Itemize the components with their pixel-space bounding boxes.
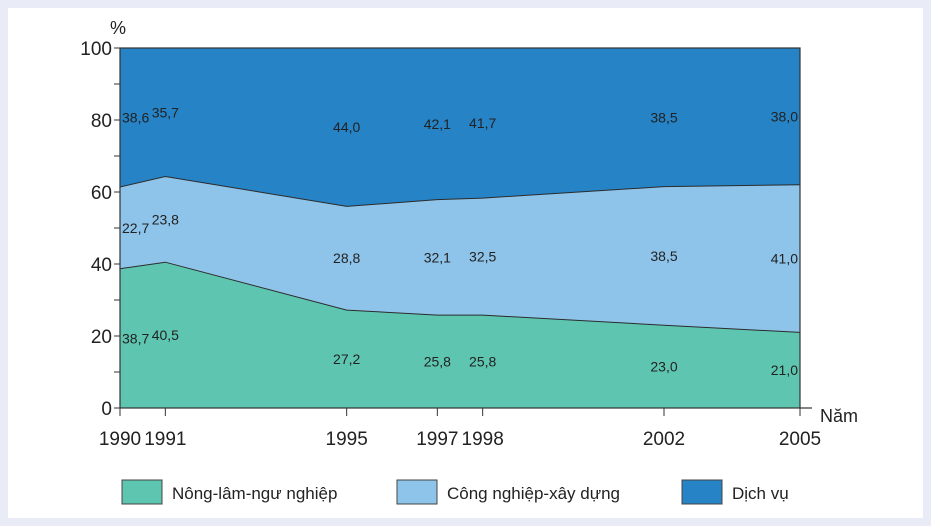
axes-layer: 0 20 40 60 80 100 1990 1991 1995 1997 1998 2002 2005… xyxy=(80,18,858,450)
y-tick-label: 40 xyxy=(91,255,112,276)
data-label: 27,2 xyxy=(333,351,360,367)
data-label: 42,1 xyxy=(424,116,451,132)
x-tick-label: 2005 xyxy=(779,429,821,450)
data-label: 32,1 xyxy=(424,249,451,265)
data-label: 44,0 xyxy=(333,119,360,135)
y-axis-label: % xyxy=(110,18,126,38)
x-tick-label: 1997 xyxy=(416,429,458,450)
area-1 xyxy=(120,262,800,408)
data-label: 38,7 xyxy=(122,330,149,346)
x-tick-label: 1998 xyxy=(462,429,504,450)
data-label: 21,0 xyxy=(771,362,798,378)
legend-label: Nông-lâm-ngư nghiệp xyxy=(172,484,337,503)
data-label: 22,7 xyxy=(122,220,149,236)
y-tick-label: 60 xyxy=(91,183,112,204)
data-label: 38,6 xyxy=(122,109,149,125)
boundary-line-2 xyxy=(119,175,801,207)
data-label: 41,0 xyxy=(771,251,798,267)
data-label: 38,5 xyxy=(650,109,677,125)
data-label: 23,0 xyxy=(650,359,677,375)
x-tick-label: 1991 xyxy=(144,429,186,450)
data-label: 35,7 xyxy=(152,104,179,120)
data-label: 32,5 xyxy=(469,249,496,265)
data-label: 23,8 xyxy=(152,211,179,227)
y-tick-label: 100 xyxy=(80,39,112,60)
legend: Nông-lâm-ngư nghiệp Công nghiệp-xây dựng D… xyxy=(121,479,789,505)
x-axis-label: Năm xyxy=(820,406,858,426)
data-label: 25,8 xyxy=(424,354,451,370)
legend-swatch xyxy=(396,479,438,505)
y-tick-label: 0 xyxy=(101,399,112,420)
legend-swatch xyxy=(121,479,163,505)
x-tick-label: 1990 xyxy=(99,429,141,450)
legend-label: Công nghiệp-xây dựng xyxy=(447,484,620,503)
area-3 xyxy=(120,48,800,207)
x-tick-label: 2002 xyxy=(643,429,685,450)
y-tick-label: 80 xyxy=(91,111,112,132)
data-label: 38,0 xyxy=(771,108,798,124)
area-layer xyxy=(119,48,801,408)
legend-label: Dịch vụ xyxy=(732,484,789,503)
legend-swatch xyxy=(681,479,723,505)
data-label: 40,5 xyxy=(152,327,179,343)
data-label: 25,8 xyxy=(469,354,496,370)
area-2 xyxy=(120,176,800,333)
data-label-layer: 38,7 40,5 27,2 25,8 25,8 23,0 21,0 22,723,8 28,8… xyxy=(122,104,798,378)
boundary-line-1 xyxy=(119,261,801,333)
y-tick-label: 20 xyxy=(91,327,112,348)
data-label: 38,5 xyxy=(650,248,677,264)
data-label: 41,7 xyxy=(469,115,496,131)
data-label: 28,8 xyxy=(333,250,360,266)
x-tick-label: 1995 xyxy=(326,429,368,450)
